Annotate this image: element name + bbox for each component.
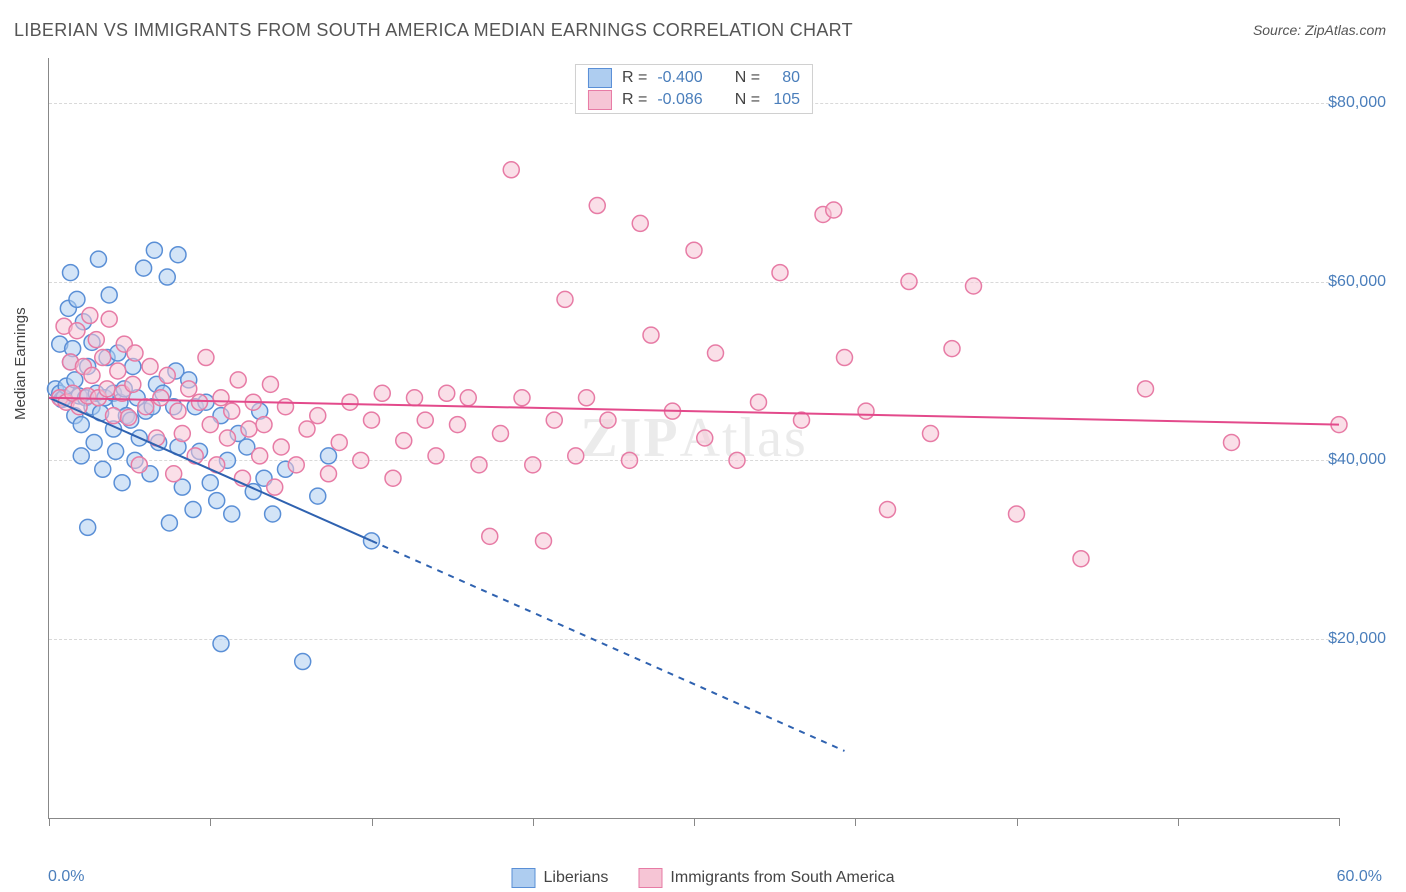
source-credit: Source: ZipAtlas.com (1253, 22, 1386, 38)
scatter-plot (49, 58, 1339, 818)
series-b-label: Immigrants from South America (670, 869, 894, 887)
n-value-a: 80 (770, 69, 800, 87)
swatch-b (588, 90, 612, 110)
x-axis-min-label: 0.0% (48, 868, 84, 886)
series-legend: Liberians Immigrants from South America (511, 868, 894, 888)
r-label: R = (622, 91, 647, 109)
plot-area: ZIPAtlas R = -0.400 N = 80 R = -0.086 N … (48, 58, 1339, 819)
r-value-a: -0.400 (657, 69, 702, 87)
r-value-b: -0.086 (657, 91, 702, 109)
r-label: R = (622, 69, 647, 87)
legend-row-b: R = -0.086 N = 105 (576, 89, 812, 111)
swatch-b-icon (638, 868, 662, 888)
series-a-label: Liberians (543, 869, 608, 887)
n-value-b: 105 (770, 91, 800, 109)
swatch-a-icon (511, 868, 535, 888)
swatch-a (588, 68, 612, 88)
x-axis-max-label: 60.0% (1337, 868, 1382, 886)
y-tick-label: $20,000 (1328, 630, 1386, 648)
n-label: N = (735, 69, 760, 87)
n-label: N = (735, 91, 760, 109)
y-tick-label: $80,000 (1328, 94, 1386, 112)
y-axis-label: Median Earnings (12, 307, 29, 420)
y-tick-label: $40,000 (1328, 451, 1386, 469)
legend-row-a: R = -0.400 N = 80 (576, 67, 812, 89)
correlation-legend: R = -0.400 N = 80 R = -0.086 N = 105 (575, 64, 813, 114)
legend-item-a: Liberians (511, 868, 608, 888)
y-tick-label: $60,000 (1328, 273, 1386, 291)
chart-title: LIBERIAN VS IMMIGRANTS FROM SOUTH AMERIC… (14, 20, 853, 41)
legend-item-b: Immigrants from South America (638, 868, 894, 888)
